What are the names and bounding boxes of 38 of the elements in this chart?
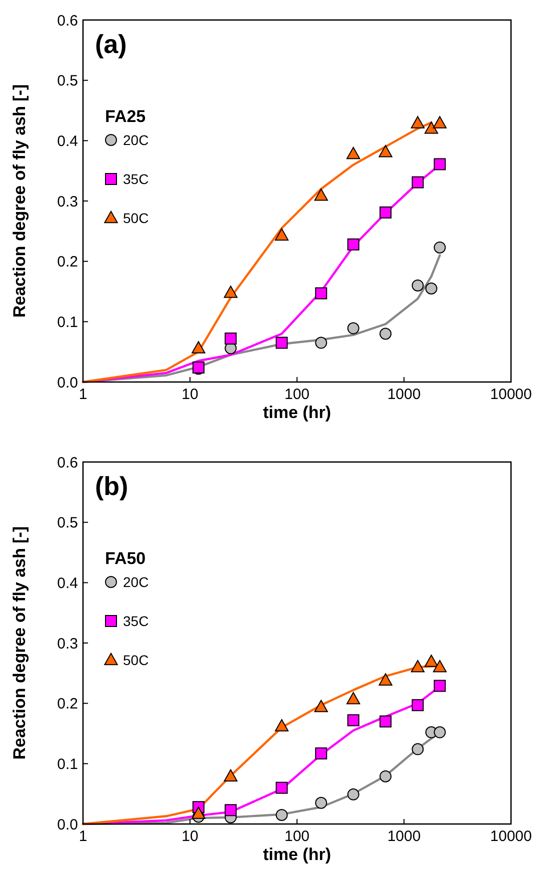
- x-tick-label: 100: [284, 828, 310, 845]
- x-tick-label: 10000: [490, 386, 532, 403]
- legend-label: 20C: [123, 574, 149, 590]
- legend-label: 35C: [123, 612, 149, 629]
- y-tick-label: 0.2: [57, 254, 78, 271]
- y-tick-label: 0.6: [57, 12, 78, 30]
- x-axis-title: time (hr): [263, 403, 331, 422]
- legend-title: FA25: [105, 107, 146, 126]
- y-axis-title: Reaction degree of fly ash [-]: [10, 526, 29, 760]
- y-tick-label: 0.4: [57, 574, 78, 592]
- legend-title: FA50: [105, 549, 146, 568]
- chart-title: (a): [95, 29, 127, 59]
- x-tick-label: 1000: [387, 828, 421, 845]
- x-tick-label: 1: [78, 828, 88, 845]
- x-tick-label: 10000: [490, 828, 532, 845]
- y-tick-label: 0.4: [57, 132, 78, 150]
- x-tick-label: 10: [182, 386, 198, 403]
- x-axis-title: time (hr): [263, 845, 331, 864]
- y-axis-title: Reaction degree of fly ash [-]: [10, 84, 29, 318]
- y-tick-label: 0.1: [57, 314, 78, 331]
- x-tick-label: 1: [78, 386, 88, 403]
- x-tick-label: 10: [182, 828, 198, 845]
- legend-label: 50C: [123, 652, 149, 668]
- y-tick-label: 0.6: [57, 454, 78, 472]
- y-tick-label: 0.2: [57, 696, 78, 713]
- y-tick-label: 0.5: [57, 72, 78, 90]
- y-tick-label: 0.3: [57, 193, 78, 210]
- chart-title: (b): [95, 471, 128, 501]
- y-tick-label: 0.3: [57, 635, 78, 652]
- legend-label: 20C: [123, 132, 149, 148]
- x-tick-label: 1000: [387, 386, 421, 403]
- y-tick-label: 0.1: [57, 756, 78, 773]
- y-tick-label: 0.5: [57, 514, 78, 532]
- legend-label: 35C: [123, 170, 149, 187]
- y-tick-label: 0.0: [57, 374, 78, 392]
- y-tick-label: 0.0: [57, 816, 78, 834]
- legend-label: 50C: [123, 210, 149, 226]
- x-tick-label: 100: [284, 386, 310, 403]
